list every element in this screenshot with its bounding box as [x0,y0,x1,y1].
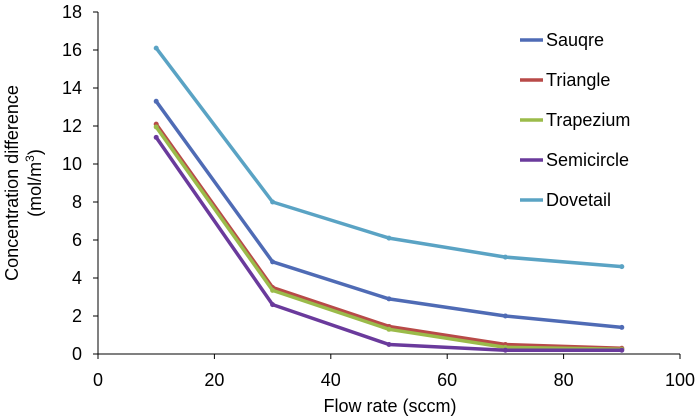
legend-label: Semicircle [546,150,629,170]
x-axis-title: Flow rate (sccm) [323,396,456,416]
data-point [386,326,392,332]
legend-item-dovetail: Dovetail [520,190,611,210]
data-point [502,347,508,353]
data-point [619,324,625,330]
data-point [386,235,392,241]
x-tick-label: 0 [93,370,103,390]
y-axis-title: Concentration difference (mol/m3) [2,85,45,281]
y-axis-title-line1: Concentration difference [2,85,22,281]
series-sauqre [153,98,625,330]
x-tick-label: 100 [665,370,695,390]
y-unit-prefix: (mol/m [25,162,45,217]
series-dovetail [153,45,625,270]
legend-label: Trapezium [546,110,630,130]
data-point [619,347,625,353]
series-line [154,100,622,330]
data-point [153,124,159,130]
data-point [386,342,392,347]
y-tick-label: 14 [62,78,82,98]
legend-label: Dovetail [546,190,611,210]
data-point [270,287,276,293]
data-point [270,259,276,265]
x-tick-label: 80 [554,370,574,390]
x-tick-label: 20 [204,370,224,390]
legend-item-triangle: Triangle [520,70,610,90]
y-tick-label: 18 [62,2,82,22]
y-tick-label: 4 [72,268,82,288]
legend: Sauqre Triangle Trapezium Semicircle Dovetai… [520,30,630,210]
y-tick-label: 16 [62,40,82,60]
y-tick-label: 2 [72,306,82,326]
legend-label: Triangle [546,70,610,90]
data-point [386,296,392,302]
y-axis-title-unit: (mol/m3) [23,149,45,217]
y-tick-label: 8 [72,192,82,212]
series-layer [153,45,625,353]
y-tick-label: 12 [62,116,82,136]
x-axis: 0 20 40 60 80 100 [93,353,695,390]
y-axis: 0 2 4 6 8 10 12 14 16 18 [62,2,99,364]
y-tick-label: 10 [62,154,82,174]
series-semicircle [153,134,625,353]
data-point [270,302,276,308]
legend-item-semicircle: Semicircle [520,150,629,170]
data-point [502,313,508,319]
legend-label: Sauqre [546,30,604,50]
y-unit-suffix: ) [25,149,45,155]
data-point [502,254,508,260]
data-point [270,199,276,205]
y-tick-label: 6 [72,230,82,250]
data-point [153,45,159,51]
data-point [619,264,625,270]
data-point [153,98,159,104]
x-tick-label: 40 [321,370,341,390]
x-tick-label: 60 [437,370,457,390]
legend-item-sauqre: Sauqre [520,30,604,50]
data-point [153,134,159,140]
y-unit-superscript: 3 [23,155,37,162]
y-tick-label: 0 [72,344,82,364]
legend-item-trapezium: Trapezium [520,110,630,130]
